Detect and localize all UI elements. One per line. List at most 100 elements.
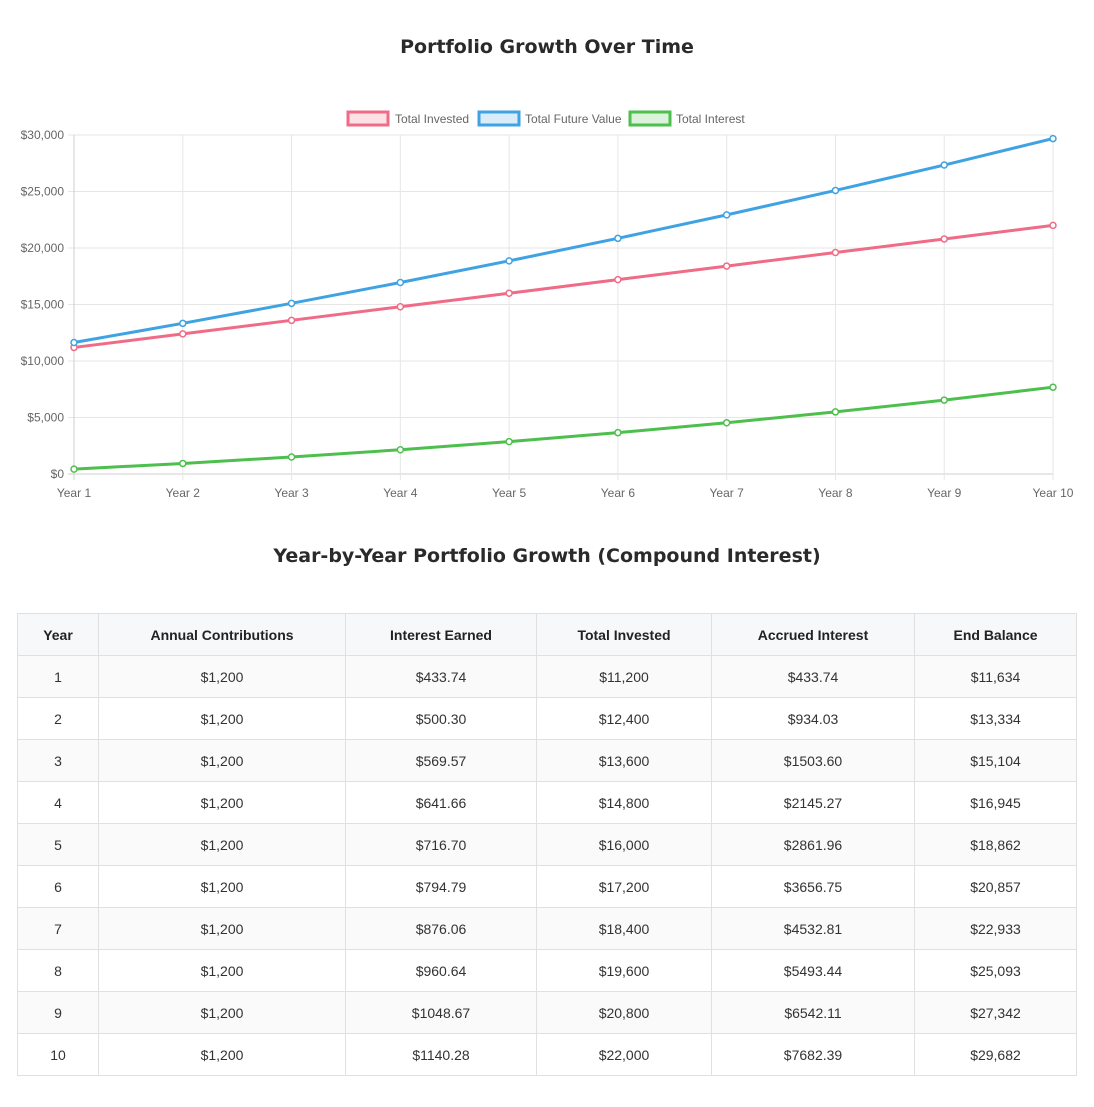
header-end-balance: End Balance [914, 613, 1077, 656]
y-axis: $0 $5,000 $10,000 $15,000 $20,000 $25,000 $30,… [21, 128, 65, 481]
header-year: Year [17, 613, 99, 656]
cell-interest-earned: $500.30 [345, 697, 537, 740]
cell-year: 2 [17, 697, 99, 740]
legend-swatch [346, 110, 390, 127]
cell-accrued-interest: $7682.39 [711, 1033, 915, 1076]
header-interest-earned: Interest Earned [345, 613, 537, 656]
cell-accrued-interest: $433.74 [711, 655, 915, 698]
x-tick-label: Year 5 [492, 486, 527, 500]
cell-accrued-interest: $2861.96 [711, 823, 915, 866]
data-point [614, 428, 622, 437]
cell-end-balance: $29,682 [914, 1033, 1077, 1076]
cell-year: 10 [17, 1033, 99, 1076]
cell-total-invested: $11,200 [536, 655, 712, 698]
y-tick-label: $25,000 [21, 185, 65, 199]
y-tick-label: $10,000 [21, 354, 65, 368]
cell-interest-earned: $433.74 [345, 655, 537, 698]
data-point [287, 453, 296, 461]
cell-year: 7 [17, 907, 99, 950]
cell-total-invested: $22,000 [536, 1033, 712, 1076]
legend-item[interactable]: Total Invested [346, 110, 469, 127]
cell-annual-contributions: $1,200 [98, 865, 346, 908]
x-tick-label: Year 9 [927, 486, 962, 500]
legend-label: Total Invested [395, 112, 469, 126]
cell-annual-contributions: $1,200 [98, 739, 346, 782]
cell-annual-contributions: $1,200 [98, 991, 346, 1034]
x-tick-label: Year 1 [57, 486, 92, 500]
chart-legend[interactable]: Total Invested Total Future Value Total In… [346, 110, 745, 127]
cell-year: 1 [17, 655, 99, 698]
cell-interest-earned: $794.79 [345, 865, 537, 908]
cell-annual-contributions: $1,200 [98, 781, 346, 824]
cell-interest-earned: $960.64 [345, 949, 537, 992]
series-line [73, 137, 1054, 345]
header-accrued-interest: Accrued Interest [711, 613, 915, 656]
data-point [179, 330, 187, 338]
data-point [1049, 383, 1057, 391]
data-point [940, 396, 948, 404]
cell-end-balance: $18,862 [914, 823, 1077, 866]
series-total-invested [70, 221, 1057, 352]
legend-item[interactable]: Total Future Value [477, 110, 622, 127]
table-row: 4 $1,200 $641.66 $14,800 $2145.27 $16,945 [17, 781, 1077, 824]
legend-label: Total Future Value [525, 112, 622, 126]
cell-accrued-interest: $5493.44 [711, 949, 915, 992]
growth-table: Year Annual Contributions Interest Earne… [17, 613, 1077, 1076]
data-point [179, 459, 187, 468]
table-row: 8 $1,200 $960.64 $19,600 $5493.44 $25,093 [17, 949, 1077, 992]
data-point [287, 299, 296, 308]
series-total-interest [70, 383, 1057, 473]
data-point [505, 437, 513, 446]
cell-year: 4 [17, 781, 99, 824]
cell-interest-earned: $1140.28 [345, 1033, 537, 1076]
cell-end-balance: $16,945 [914, 781, 1077, 824]
legend-swatch [477, 110, 521, 127]
x-tick-label: Year 4 [383, 486, 418, 500]
data-point [179, 319, 187, 328]
cell-annual-contributions: $1,200 [98, 949, 346, 992]
cell-accrued-interest: $2145.27 [711, 781, 915, 824]
cell-end-balance: $20,857 [914, 865, 1077, 908]
x-tick-label: Year 8 [818, 486, 853, 500]
cell-end-balance: $27,342 [914, 991, 1077, 1034]
y-tick-label: $20,000 [21, 241, 65, 255]
cell-annual-contributions: $1,200 [98, 907, 346, 950]
cell-annual-contributions: $1,200 [98, 655, 346, 698]
table-row: 9 $1,200 $1048.67 $20,800 $6542.11 $27,342 [17, 991, 1077, 1034]
cell-end-balance: $13,334 [914, 697, 1077, 740]
y-tick-label: $15,000 [21, 298, 65, 312]
data-point [505, 257, 513, 265]
data-point [70, 465, 78, 473]
line-chart: Total Invested Total Future Value Total In… [21, 110, 1074, 500]
cell-interest-earned: $569.57 [345, 739, 537, 782]
y-tick-label: $5,000 [27, 411, 64, 425]
x-tick-label: Year 7 [710, 486, 745, 500]
cell-total-invested: $14,800 [536, 781, 712, 824]
data-point [70, 338, 78, 347]
series-total-future-value [70, 134, 1057, 347]
cell-annual-contributions: $1,200 [98, 823, 346, 866]
cell-interest-earned: $641.66 [345, 781, 537, 824]
data-point [1049, 134, 1057, 143]
table-row: 1 $1,200 $433.74 $11,200 $433.74 $11,634 [17, 655, 1077, 698]
legend-item[interactable]: Total Interest [628, 110, 745, 127]
legend-swatch [628, 110, 672, 127]
table-row: 6 $1,200 $794.79 $17,200 $3656.75 $20,857 [17, 865, 1077, 908]
data-point [831, 248, 840, 257]
x-tick-label: Year 2 [166, 486, 201, 500]
cell-annual-contributions: $1,200 [98, 1033, 346, 1076]
cell-year: 6 [17, 865, 99, 908]
table-row: 2 $1,200 $500.30 $12,400 $934.03 $13,334 [17, 697, 1077, 740]
data-point [940, 161, 948, 169]
data-point [831, 408, 840, 416]
cell-total-invested: $16,000 [536, 823, 712, 866]
x-tick-label: Year 3 [274, 486, 309, 500]
cell-end-balance: $25,093 [914, 949, 1077, 992]
data-point [614, 275, 622, 284]
cell-year: 8 [17, 949, 99, 992]
x-tick-label: Year 10 [1033, 486, 1074, 500]
cell-interest-earned: $1048.67 [345, 991, 537, 1034]
cell-accrued-interest: $6542.11 [711, 991, 915, 1034]
x-tick-label: Year 6 [601, 486, 636, 500]
table-header-row: Year Annual Contributions Interest Earne… [17, 613, 1077, 656]
